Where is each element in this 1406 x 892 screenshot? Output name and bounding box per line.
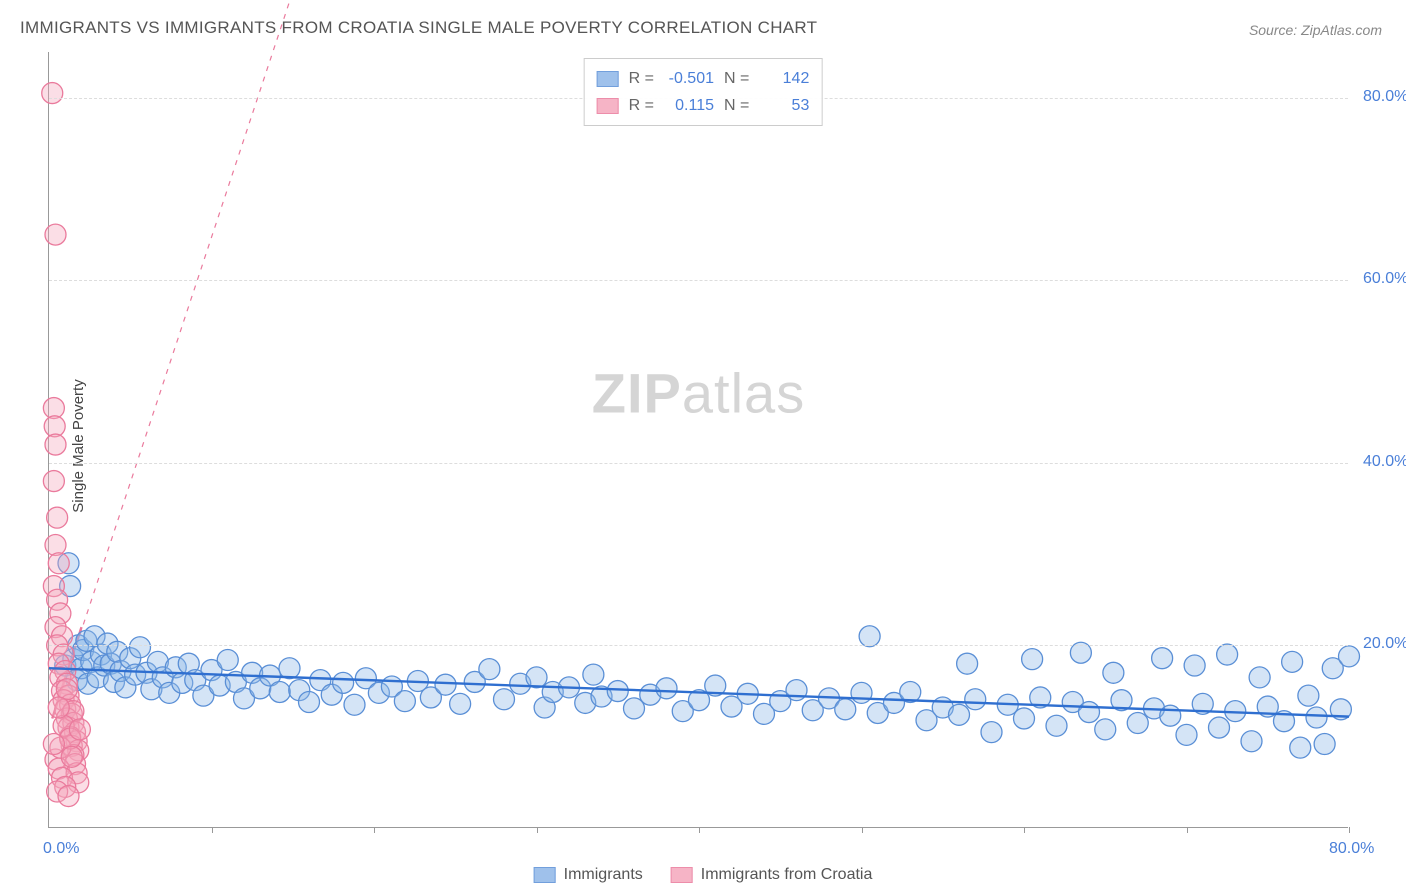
data-point [965,689,986,710]
data-point [1022,649,1043,670]
data-point [859,626,880,647]
n-label: N = [724,92,749,119]
data-point [1339,646,1360,667]
x-max-label: 80.0% [1329,840,1374,858]
data-point [43,734,64,755]
data-point [45,534,66,555]
data-point [333,672,354,693]
data-point [45,434,66,455]
x-min-label: 0.0% [43,840,79,858]
scatter-svg [49,52,1348,827]
data-point [45,224,66,245]
swatch-immigrants [597,71,619,87]
data-point [1184,655,1205,676]
legend-row-immigrants: R = -0.501 N = 142 [597,65,810,92]
y-tick-label: 60.0% [1363,270,1406,288]
y-tick-label: 40.0% [1363,453,1406,471]
swatch-immigrants-icon [534,867,556,883]
data-point [47,507,68,528]
chart-title: IMMIGRANTS VS IMMIGRANTS FROM CROATIA SI… [20,18,817,38]
data-point [1014,708,1035,729]
n-value-immigrants: 142 [759,65,809,92]
data-point [949,704,970,725]
data-point [61,746,82,767]
data-point [835,699,856,720]
data-point [1290,737,1311,758]
data-point [1152,648,1173,669]
legend-label-immigrants: Immigrants [564,866,643,884]
data-point [1298,685,1319,706]
data-point [981,722,1002,743]
data-point [1314,734,1335,755]
data-point [130,637,151,658]
legend-item-croatia: Immigrants from Croatia [671,866,873,884]
data-point [851,682,872,703]
data-point [48,553,69,574]
data-point [1209,717,1230,738]
legend-row-croatia: R = 0.115 N = 53 [597,92,810,119]
data-point [607,681,628,702]
data-point [69,719,90,740]
data-point [394,691,415,712]
data-point [217,650,238,671]
data-point [1103,662,1124,683]
data-point [526,667,547,688]
r-value-immigrants: -0.501 [664,65,714,92]
legend-label-croatia: Immigrants from Croatia [701,866,873,884]
data-point [1306,707,1327,728]
data-point [269,681,290,702]
n-value-croatia: 53 [759,92,809,119]
plot-area: ZIPatlas 20.0%40.0%60.0%80.0%0.0%80.0% [48,52,1348,828]
data-point [42,83,63,104]
swatch-croatia [597,98,619,114]
data-point [479,659,500,680]
data-point [48,697,69,718]
data-point [435,674,456,695]
n-label: N = [724,65,749,92]
data-point [1095,719,1116,740]
data-point [1217,644,1238,665]
data-point [957,653,978,674]
legend-item-immigrants: Immigrants [534,866,643,884]
y-tick-label: 80.0% [1363,88,1406,106]
data-point [1176,724,1197,745]
data-point [1160,705,1181,726]
data-point [494,689,515,710]
swatch-croatia-icon [671,867,693,883]
data-point [1249,667,1270,688]
data-point [279,658,300,679]
data-point [656,678,677,699]
y-tick-label: 20.0% [1363,635,1406,653]
data-point [450,693,471,714]
r-value-croatia: 0.115 [664,92,714,119]
data-point [299,692,320,713]
chart-source: Source: ZipAtlas.com [1249,22,1382,38]
data-point [1127,713,1148,734]
r-label: R = [629,92,654,119]
data-point [344,694,365,715]
data-point [43,471,64,492]
data-point [583,664,604,685]
data-point [1282,651,1303,672]
data-point [1079,702,1100,723]
data-point [1046,715,1067,736]
data-point [1241,731,1262,752]
correlation-legend: R = -0.501 N = 142 R = 0.115 N = 53 [584,58,823,126]
series-legend: Immigrants Immigrants from Croatia [534,866,873,884]
r-label: R = [629,65,654,92]
data-point [58,786,79,807]
